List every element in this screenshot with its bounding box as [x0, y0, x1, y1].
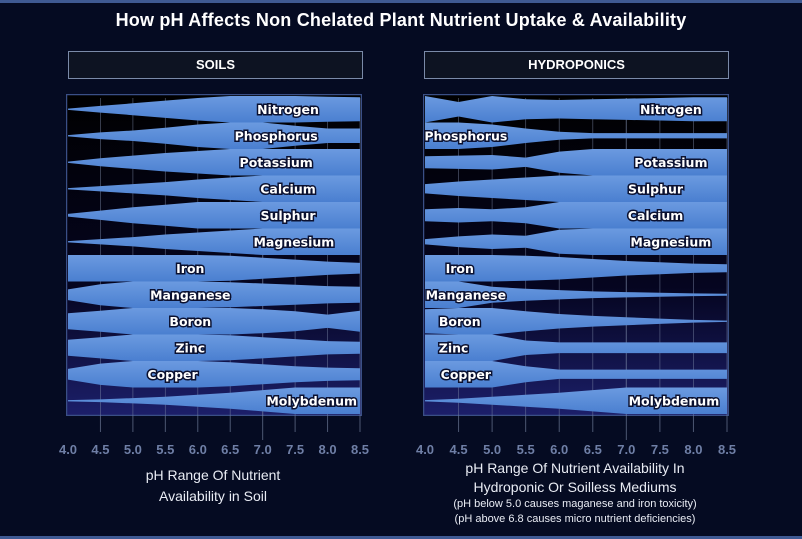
- nutrient-label-calcium: Calcium: [628, 208, 684, 223]
- nutrient-label-copper: Copper: [147, 367, 198, 382]
- hydroponics-caption: pH Range Of Nutrient Availability In Hyd…: [405, 459, 745, 527]
- nutrient-label-molybdenum: Molybdenum: [629, 393, 720, 408]
- x-tick-marks: [99, 416, 361, 440]
- nutrient-label-zinc: Zinc: [439, 340, 469, 355]
- nutrient-band-magnesium: [68, 228, 360, 255]
- bottom-border: [0, 536, 802, 539]
- x-tick-label: 7.0: [617, 442, 636, 457]
- nutrient-band-calcium: [68, 175, 360, 202]
- x-tick-label: 7.5: [286, 442, 305, 457]
- nutrient-band-phosphorus: [425, 122, 727, 149]
- soils-plot: Nitrogen Phosphorus Potassium Calcium Sulphu…: [66, 94, 362, 416]
- x-tick-label: 8.0: [318, 442, 337, 457]
- nutrient-label-manganese: Manganese: [426, 287, 506, 302]
- nutrient-band-manganese: [68, 281, 360, 308]
- soils-caption-line: Availability in Soil: [159, 488, 267, 504]
- nutrient-label-phosphorus: Phosphorus: [235, 128, 318, 143]
- nutrient-band-nitrogen: [425, 96, 727, 123]
- nutrient-band-sulphur: [425, 175, 727, 202]
- x-tick-label: 4.5: [449, 442, 468, 457]
- x-tick-label: 5.0: [123, 442, 142, 457]
- nutrient-band-copper: [425, 361, 727, 388]
- nutrient-band-boron: [425, 308, 727, 335]
- plot-frame: [423, 94, 729, 416]
- nutrient-band-manganese: [425, 281, 727, 308]
- nutrient-band-potassium: [425, 149, 727, 176]
- nutrient-label-boron: Boron: [169, 314, 211, 329]
- nutrient-band-zinc: [425, 334, 727, 361]
- top-border: [0, 0, 802, 3]
- nutrient-label-potassium: Potassium: [634, 155, 707, 170]
- plot-frame: [66, 94, 362, 416]
- soils-caption: pH Range Of Nutrient Availability in Soi…: [98, 465, 328, 507]
- nutrient-band-calcium: [425, 202, 727, 229]
- nutrient-band-copper: [68, 361, 360, 388]
- x-tick-label: 6.5: [221, 442, 240, 457]
- nutrient-band-molybdenum: [425, 387, 727, 414]
- x-tick-label: 6.5: [583, 442, 602, 457]
- hydroponics-plot: Nitrogen Phosphorus Potassium Sulphur Calciu…: [423, 94, 729, 416]
- x-tick-label: 8.0: [684, 442, 703, 457]
- nutrient-label-copper: Copper: [441, 367, 492, 382]
- nutrient-band-magnesium: [425, 228, 727, 255]
- nutrient-label-phosphorus: Phosphorus: [424, 128, 507, 143]
- nutrient-band-molybdenum: [68, 387, 360, 414]
- nutrient-band-iron: [68, 255, 360, 282]
- nutrient-label-calcium: Calcium: [260, 181, 316, 196]
- nutrient-label-sulphur: Sulphur: [260, 208, 316, 223]
- nutrient-band-zinc: [68, 334, 360, 361]
- nutrient-label-sulphur: Sulphur: [628, 181, 684, 196]
- hydro-note-toxicity: (pH below 5.0 causes maganese and iron t…: [453, 498, 697, 510]
- nutrient-label-iron: Iron: [176, 261, 204, 276]
- nutrient-band-potassium: [68, 149, 360, 176]
- nutrient-label-nitrogen: Nitrogen: [640, 102, 702, 117]
- x-tick-label: 6.0: [188, 442, 207, 457]
- nutrient-label-boron: Boron: [439, 314, 481, 329]
- nutrient-label-iron: Iron: [446, 261, 474, 276]
- hydro-note-deficiency: (pH above 6.8 causes micro nutrient defi…: [454, 513, 696, 525]
- nutrient-band-nitrogen: [68, 96, 360, 123]
- chart-title: How pH Affects Non Chelated Plant Nutrie…: [115, 10, 687, 30]
- x-tick-label: 5.5: [156, 442, 175, 457]
- x-tick-label: 6.0: [550, 442, 569, 457]
- nutrient-label-molybdenum: Molybdenum: [266, 393, 357, 408]
- hydroponics-panel-header: HYDROPONICS: [424, 51, 729, 79]
- x-tick-label: 4.5: [91, 442, 110, 457]
- nutrient-label-nitrogen: Nitrogen: [257, 102, 319, 117]
- x-tick-label: 7.0: [253, 442, 272, 457]
- nutrient-band-sulphur: [68, 202, 360, 229]
- x-tick-label: 4.0: [415, 442, 435, 457]
- x-tick-label: 5.0: [483, 442, 502, 457]
- x-tick-label: 7.5: [650, 442, 669, 457]
- nutrient-band-boron: [68, 308, 360, 335]
- nutrient-band-phosphorus: [68, 122, 360, 149]
- nutrient-band-iron: [425, 255, 727, 282]
- hydro-caption-line: pH Range Of Nutrient Availability In: [465, 460, 685, 476]
- nutrient-label-magnesium: Magnesium: [630, 234, 711, 249]
- soils-caption-line: pH Range Of Nutrient: [145, 467, 281, 483]
- soils-panel-header: SOILS: [68, 51, 363, 79]
- nutrient-label-zinc: Zinc: [175, 340, 205, 355]
- nutrient-label-potassium: Potassium: [240, 155, 313, 170]
- hydro-caption-line: Hydroponic Or Soilless Mediums: [473, 479, 677, 495]
- x-tick-label: 5.5: [516, 442, 535, 457]
- x-tick-label: 4.0: [58, 442, 78, 457]
- x-tick-label: 8.5: [350, 442, 370, 457]
- x-tick-marks: [458, 416, 728, 440]
- nutrient-label-manganese: Manganese: [150, 287, 230, 302]
- nutrient-label-magnesium: Magnesium: [253, 234, 334, 249]
- x-tick-label: 8.5: [717, 442, 737, 457]
